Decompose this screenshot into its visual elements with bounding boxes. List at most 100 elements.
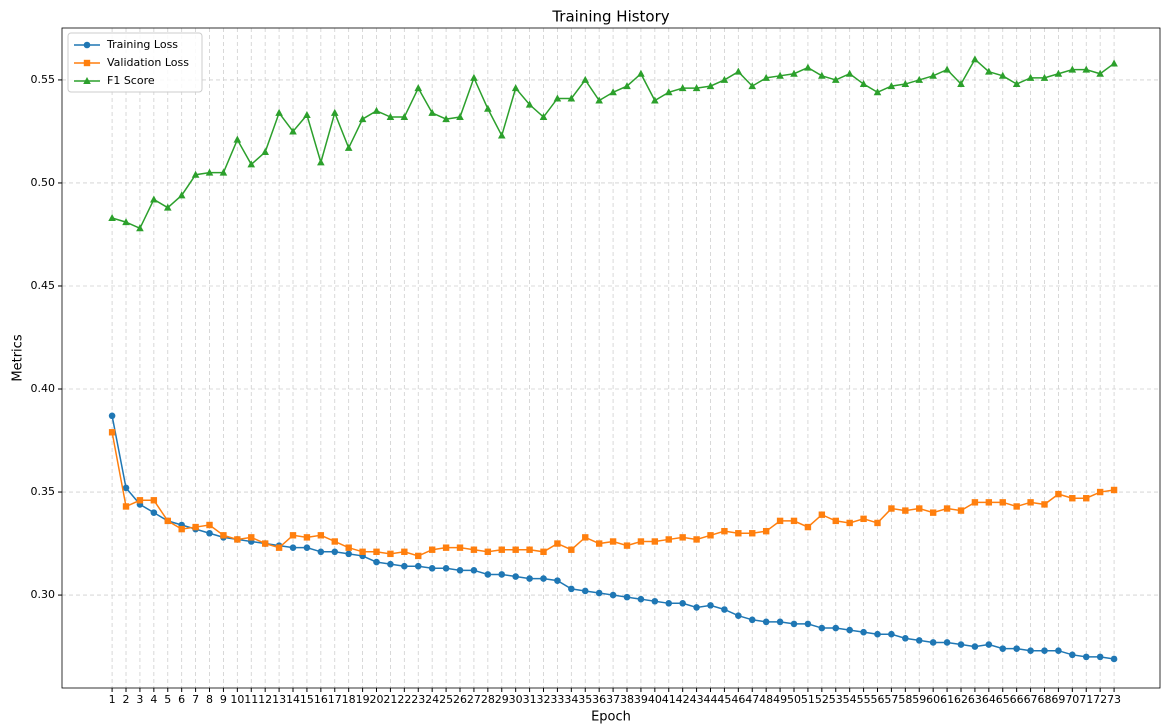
marker <box>108 412 116 420</box>
marker <box>484 548 492 555</box>
marker <box>414 562 422 570</box>
marker <box>902 507 909 514</box>
marker <box>317 548 325 556</box>
x-axis-label: Epoch <box>591 710 631 725</box>
x-tick-label: 62 <box>954 693 968 706</box>
marker <box>372 106 381 114</box>
marker <box>888 630 895 638</box>
marker <box>234 536 241 543</box>
marker <box>915 637 923 644</box>
marker <box>206 529 213 537</box>
marker <box>902 635 909 642</box>
x-tick-label: 73 <box>1107 693 1121 706</box>
plot-frame <box>61 27 1161 689</box>
marker <box>651 96 659 104</box>
marker <box>804 63 812 71</box>
marker <box>150 195 158 203</box>
marker <box>735 530 742 537</box>
marker <box>1082 65 1091 73</box>
marker <box>401 562 408 570</box>
marker <box>776 517 784 525</box>
marker <box>568 546 575 553</box>
legend-label: Validation Loss <box>107 56 189 69</box>
marker <box>289 544 297 551</box>
x-tick-label: 18 <box>342 693 356 706</box>
marker <box>957 80 965 88</box>
marker <box>358 115 367 123</box>
marker <box>609 88 617 96</box>
marker <box>442 564 450 572</box>
x-tick-label: 27 <box>467 693 481 706</box>
marker <box>554 540 561 547</box>
marker <box>470 567 478 574</box>
marker <box>790 69 798 77</box>
marker <box>693 604 700 611</box>
marker <box>1027 647 1034 655</box>
marker <box>707 602 714 609</box>
marker <box>415 552 422 560</box>
x-tick-label: 2 <box>123 693 130 706</box>
x-tick-label: 51 <box>801 693 815 706</box>
marker <box>192 523 199 531</box>
x-tick-label: 31 <box>523 693 537 706</box>
legend-label: F1 Score <box>107 74 155 87</box>
marker <box>83 41 91 49</box>
marker <box>1055 490 1062 498</box>
marker <box>1026 73 1035 81</box>
marker <box>219 168 228 176</box>
marker <box>261 540 269 547</box>
marker <box>595 589 603 597</box>
x-tick-label: 43 <box>690 693 704 706</box>
marker <box>540 575 547 582</box>
marker <box>484 571 492 578</box>
marker <box>998 71 1007 79</box>
marker <box>1054 69 1063 77</box>
marker <box>845 69 854 77</box>
marker <box>428 564 436 572</box>
marker <box>679 534 686 541</box>
marker <box>122 218 130 226</box>
x-tick-label: 38 <box>620 693 634 706</box>
y-axis-label: Metrics <box>11 334 26 381</box>
y-tick-label: 0.45 <box>31 279 56 292</box>
marker <box>916 505 923 512</box>
marker <box>289 127 297 135</box>
marker <box>345 550 352 558</box>
marker <box>971 55 979 63</box>
x-tick-label: 15 <box>300 693 314 706</box>
marker <box>220 532 227 539</box>
marker <box>344 143 353 151</box>
marker <box>581 587 589 595</box>
marker <box>831 75 840 83</box>
marker <box>1069 651 1076 659</box>
marker <box>901 80 910 88</box>
marker <box>859 80 868 88</box>
marker <box>762 73 770 81</box>
marker <box>637 595 645 603</box>
x-tick-label: 60 <box>926 693 940 706</box>
marker <box>609 538 617 545</box>
x-tick-label: 24 <box>425 693 439 706</box>
marker <box>205 168 214 176</box>
legend-label: Training Loss <box>106 38 178 51</box>
marker <box>860 515 867 523</box>
marker <box>623 82 631 90</box>
marker <box>83 77 91 84</box>
marker <box>387 560 394 568</box>
x-tick-label: 64 <box>982 693 996 706</box>
x-tick-label: 23 <box>411 693 425 706</box>
marker <box>957 641 965 648</box>
marker <box>790 620 798 628</box>
marker <box>512 546 519 553</box>
marker <box>999 645 1007 652</box>
x-tick-label: 19 <box>356 693 370 706</box>
x-tick-label: 12 <box>258 693 272 706</box>
marker <box>804 620 812 628</box>
x-tick-label: 57 <box>884 693 898 706</box>
legend-box <box>67 32 203 93</box>
marker <box>553 94 562 102</box>
marker <box>915 75 924 83</box>
x-tick-label: 71 <box>1079 693 1093 706</box>
x-tick-label: 32 <box>537 693 551 706</box>
